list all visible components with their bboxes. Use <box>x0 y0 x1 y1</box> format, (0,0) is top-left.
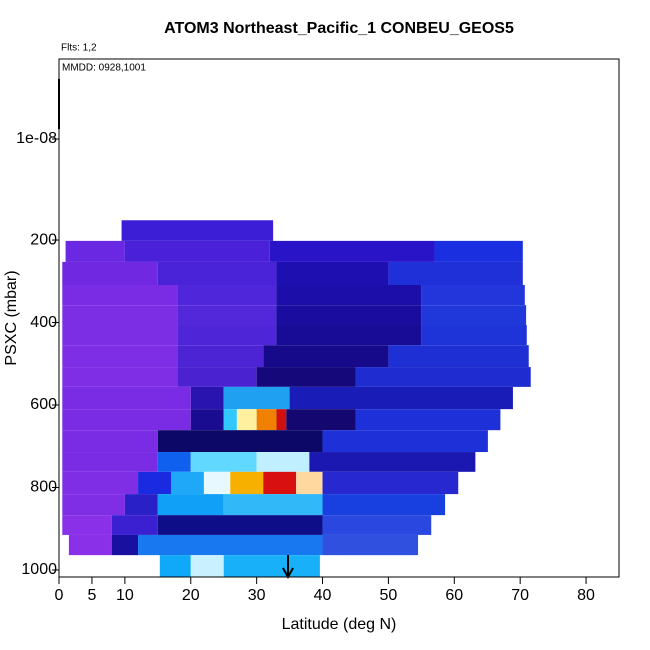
cell <box>121 220 274 241</box>
cell <box>355 367 531 387</box>
cell <box>322 515 432 535</box>
y-tick-label: 400 <box>30 314 57 331</box>
cell <box>190 409 224 431</box>
cell <box>421 325 527 346</box>
cell <box>256 452 310 472</box>
cell <box>223 409 237 431</box>
cell <box>65 240 125 262</box>
cell <box>276 261 389 286</box>
cell <box>171 471 204 495</box>
cell <box>62 494 125 516</box>
cell <box>223 386 290 410</box>
cell <box>62 261 158 286</box>
cell <box>177 305 277 326</box>
x-axis-label: Latitude (deg N) <box>282 616 397 633</box>
cell <box>177 367 257 387</box>
annotation: Flts: 1,2 <box>61 43 97 54</box>
cell <box>62 409 191 431</box>
cell <box>355 409 501 431</box>
cell <box>190 452 257 472</box>
cell <box>276 325 422 346</box>
cell <box>68 534 112 556</box>
cell <box>434 240 523 262</box>
heatmap <box>62 220 531 577</box>
cell <box>157 452 191 472</box>
x-tick-label: 70 <box>511 587 529 604</box>
cell <box>62 430 158 453</box>
cell <box>62 452 158 472</box>
cell <box>62 386 191 410</box>
cell <box>177 285 277 306</box>
cell <box>177 325 277 346</box>
cell <box>157 515 323 535</box>
cell <box>289 386 513 410</box>
cell <box>203 471 231 495</box>
x-tick-label: 60 <box>445 587 463 604</box>
cell <box>177 345 264 368</box>
cell <box>269 240 435 262</box>
cell <box>62 345 178 368</box>
x-tick-label: 0 <box>55 587 64 604</box>
cell <box>124 494 158 516</box>
cell <box>322 494 446 516</box>
cell <box>286 409 356 431</box>
cell <box>421 285 525 306</box>
x-tick-label: 40 <box>314 587 332 604</box>
cell <box>62 367 178 387</box>
cell <box>263 471 297 495</box>
y-tick-label: 1e-08 <box>16 130 57 147</box>
cell <box>388 345 529 368</box>
cell <box>62 325 178 346</box>
cell <box>157 261 277 286</box>
chart-title: ATOM3 Northeast_Pacific_1 CONBEU_GEOS5 <box>164 20 514 37</box>
y-axis-label: PSXC (mbar) <box>3 270 20 365</box>
cell <box>124 240 270 262</box>
x-tick-label: 10 <box>116 587 134 604</box>
cell <box>62 471 139 495</box>
cell <box>421 305 527 326</box>
cell <box>138 534 323 556</box>
cell <box>388 261 523 286</box>
cell <box>276 409 287 431</box>
cell <box>157 494 224 516</box>
x-tick-label: 5 <box>87 587 96 604</box>
cell <box>256 367 356 387</box>
cell <box>263 345 389 368</box>
x-tick-label: 30 <box>248 587 266 604</box>
y-tick-label: 200 <box>30 231 57 248</box>
cell <box>276 305 422 326</box>
arrow-head <box>282 567 294 580</box>
x-tick-label: 20 <box>182 587 200 604</box>
cell <box>256 409 277 431</box>
cell <box>157 430 323 453</box>
cell <box>309 452 476 472</box>
cell <box>111 534 139 556</box>
cell <box>223 494 323 516</box>
cell <box>159 555 191 577</box>
cell <box>296 471 323 495</box>
cell <box>322 430 488 453</box>
cell <box>322 471 459 495</box>
cell <box>111 515 158 535</box>
annotation: MMDD: 0928,1001 <box>62 63 146 74</box>
y-tick-label: 800 <box>30 479 57 496</box>
cell <box>62 285 178 306</box>
y-tick-label: 600 <box>30 396 57 413</box>
cell <box>62 305 178 326</box>
y-tick-label: 1000 <box>21 561 57 578</box>
cell <box>236 409 257 431</box>
cell <box>62 515 112 535</box>
cell <box>138 471 171 495</box>
x-tick-label: 80 <box>577 587 595 604</box>
cell <box>223 555 320 577</box>
cell <box>190 555 224 577</box>
cell <box>276 285 422 306</box>
cell <box>230 471 264 495</box>
plot-frame <box>58 58 620 578</box>
cell <box>190 386 224 410</box>
x-tick-label: 50 <box>380 587 398 604</box>
cell <box>322 534 419 556</box>
